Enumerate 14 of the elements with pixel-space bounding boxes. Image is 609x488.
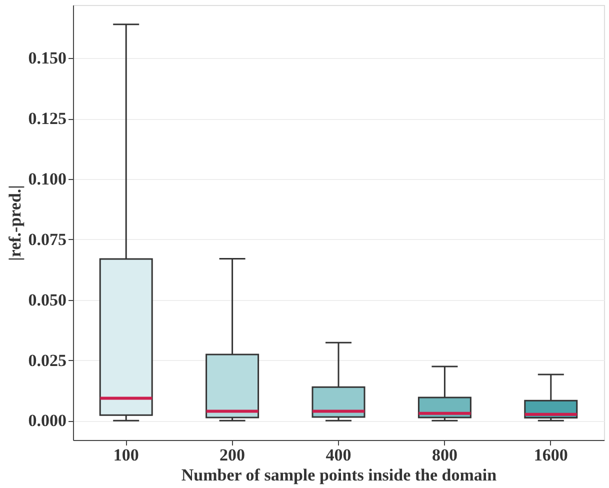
y-tick-label: 0.100 bbox=[28, 170, 66, 188]
x-tick-label: 400 bbox=[326, 446, 352, 464]
x-axis-title: Number of sample points inside the domain bbox=[181, 466, 498, 484]
x-tick-label: 200 bbox=[220, 446, 246, 464]
y-tick-label: 0.150 bbox=[28, 48, 66, 68]
y-tick-label: 0.050 bbox=[28, 290, 66, 310]
y-tick-label: 0.025 bbox=[28, 350, 66, 370]
y-axis-title: |ref.-pred.| bbox=[5, 185, 24, 261]
y-tick-label: 0.125 bbox=[28, 109, 66, 128]
y-tick-label: 0.075 bbox=[28, 230, 66, 249]
x-tick-label: 100 bbox=[113, 446, 139, 464]
x-tick-label: 1600 bbox=[534, 446, 568, 464]
x-tick-label: 800 bbox=[432, 446, 458, 464]
y-tick-label: 0.000 bbox=[28, 411, 66, 430]
